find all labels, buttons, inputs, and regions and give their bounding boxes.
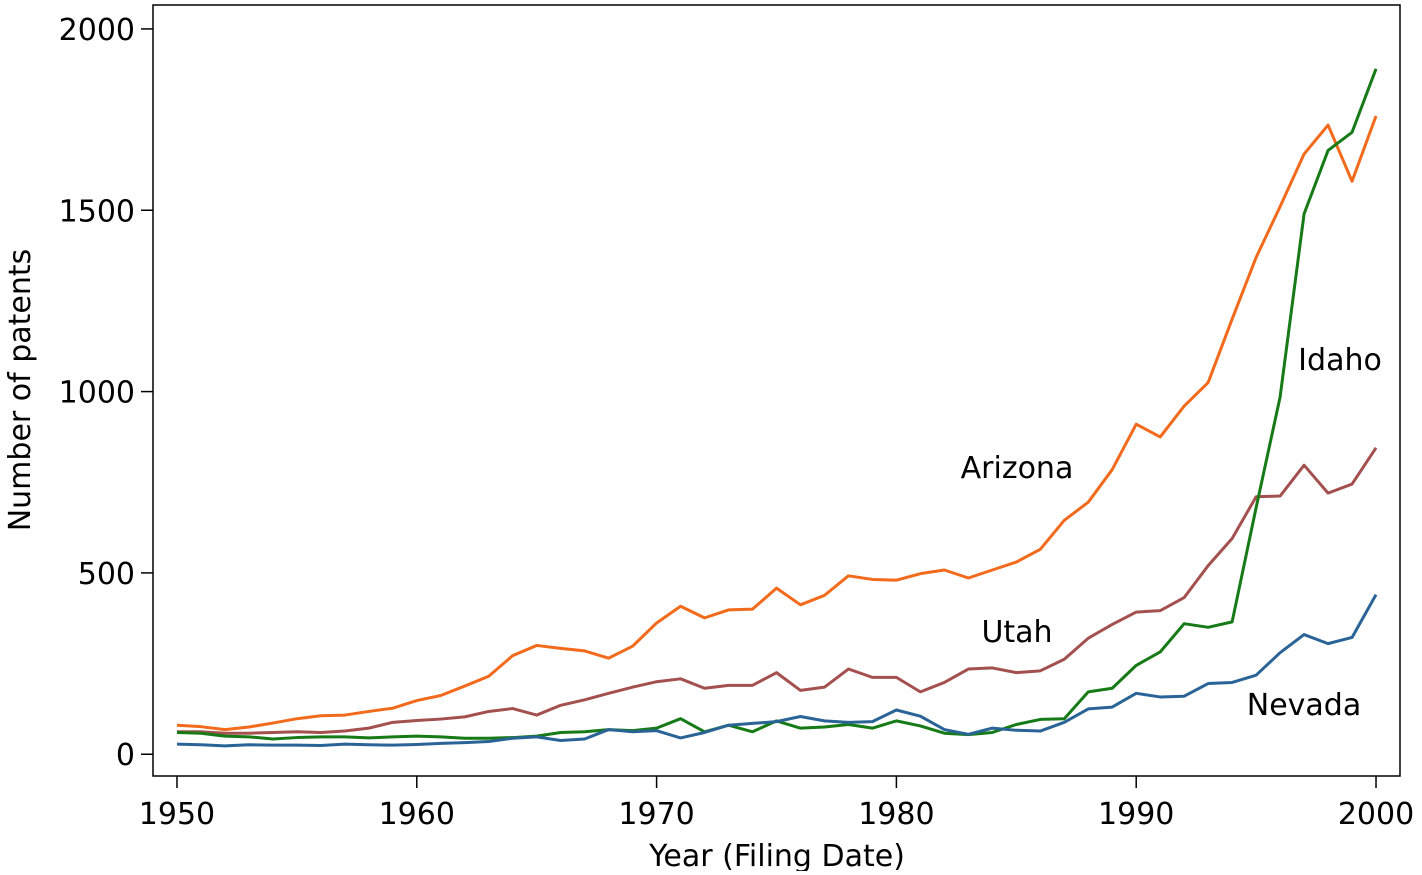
y-tick-label: 1000 xyxy=(59,376,135,411)
series-label: Arizona xyxy=(961,451,1074,486)
x-tick-label: 1960 xyxy=(379,797,455,832)
x-tick-label: 2000 xyxy=(1338,797,1414,832)
x-tick-label: 1970 xyxy=(618,797,694,832)
y-axis-label: Number of patents xyxy=(3,249,38,532)
y-tick-label: 0 xyxy=(116,738,135,773)
series-label: Utah xyxy=(981,615,1052,650)
x-axis-label: Year (Filing Date) xyxy=(648,839,905,871)
x-tick-label: 1950 xyxy=(139,797,215,832)
y-tick-label: 500 xyxy=(78,557,135,592)
y-tick-label: 1500 xyxy=(59,194,135,229)
y-tick-label: 2000 xyxy=(59,13,135,48)
series-line xyxy=(176,446,1378,735)
series-line xyxy=(176,593,1378,748)
x-tick-label: 1990 xyxy=(1098,797,1174,832)
series-label: Nevada xyxy=(1247,688,1361,723)
series-label: Idaho xyxy=(1298,343,1382,378)
x-tick-label: 1980 xyxy=(858,797,934,832)
series-line xyxy=(176,68,1378,741)
plot-frame xyxy=(152,4,1401,777)
series-line xyxy=(176,115,1378,732)
